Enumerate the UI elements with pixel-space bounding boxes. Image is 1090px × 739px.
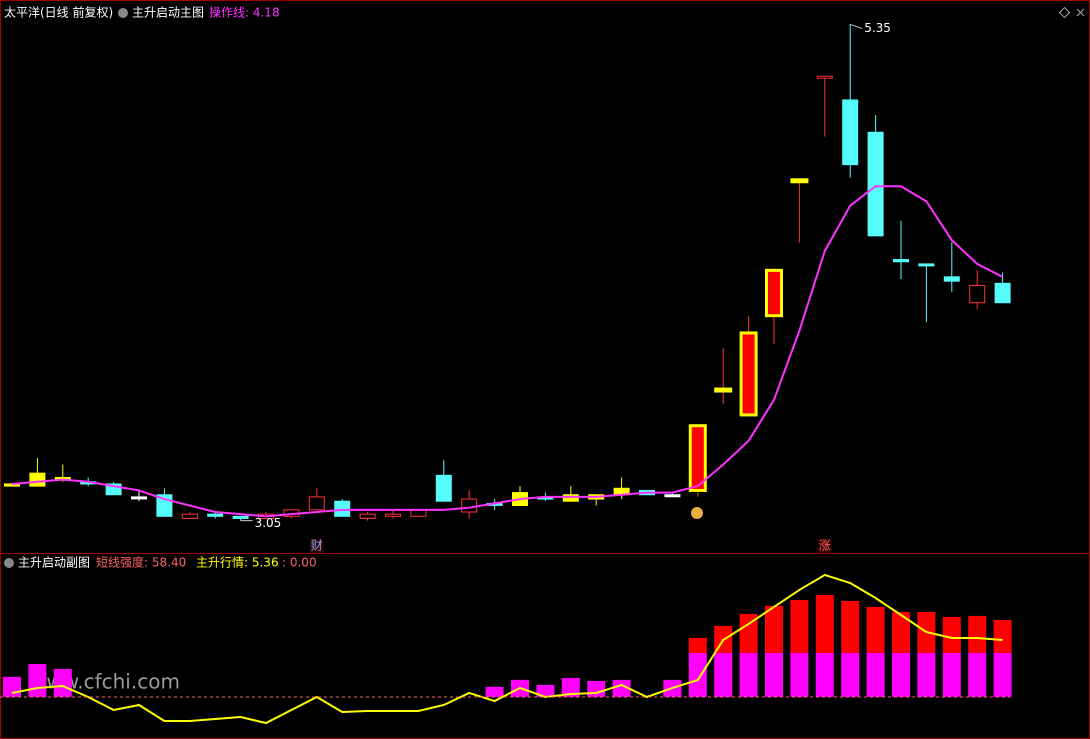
main-subtitle: 主升启动主图 [132,6,204,20]
bar [841,652,860,697]
bar-upper [739,613,758,653]
marker: 涨 [819,538,831,553]
bar-upper [892,611,910,653]
candle-body [893,259,909,263]
bar-upper [993,619,1012,653]
bar [917,652,936,697]
candle-body [714,387,733,393]
bar [536,684,555,697]
diamond-icon[interactable] [1058,6,1071,19]
bar [993,652,1012,697]
bar [892,652,910,697]
marker: 财 [311,539,323,553]
candle-body [105,483,122,496]
candle-body [385,513,401,517]
candle-body [688,424,707,492]
money-bag-icon [691,507,703,519]
bar-upper [790,599,809,653]
bar [714,652,733,697]
candle-body [181,513,198,519]
bar-upper [942,616,961,653]
sub-title: 主升启动副图 [18,556,90,570]
annotation: 3.05 [255,516,282,530]
main-title: 太平洋(日线 前复权) [4,5,113,20]
candle-body [207,513,224,517]
bar [739,652,758,697]
candle-body [994,282,1011,304]
candle-body [359,513,376,519]
bar [688,652,707,697]
candle-body [918,263,935,267]
marker-box [817,539,832,553]
legend-entry: 操作线: 4.18 [209,5,280,20]
bar-upper [815,594,834,653]
bar [53,668,72,697]
bar [28,663,47,697]
bar-upper [841,600,860,653]
candle-body [562,494,579,502]
bar [866,652,885,697]
candle-body [969,284,986,304]
candle-body [232,515,249,519]
marker-box [309,539,324,553]
bar [587,680,606,697]
bar-upper [968,615,987,653]
bar-upper [765,605,783,653]
watermark: www.cfchi.com [30,670,180,694]
close-icon[interactable] [1076,8,1085,17]
candle-body [29,472,46,487]
candle-body [334,500,351,517]
candle-body [664,494,681,498]
trend-line [11,573,1003,725]
candle-body [943,276,960,282]
candle-body [739,331,758,417]
bar [485,686,504,697]
bar-upper [866,606,885,653]
legend-entry: 短线强度: 58.40 [96,555,186,570]
candle-body [765,268,783,318]
menu-icon[interactable] [4,558,14,568]
candle-body [461,498,478,513]
bar-upper [688,637,707,653]
legend-entry: : 0.00 [282,556,317,570]
candle-body [308,496,325,511]
bar [765,652,783,697]
bar [790,652,809,697]
bar [815,652,834,697]
candle-body [131,496,147,500]
candle-body [816,75,833,79]
bar [612,679,631,697]
candle-body [842,99,859,166]
bar [3,676,21,697]
annotation-arrow [850,23,863,29]
menu-icon[interactable] [118,8,128,18]
candle-body [790,178,809,184]
annotation: 5.35 [864,21,891,35]
legend-entry: 主升行情: 5.36 [196,556,279,570]
ma-line [11,185,1004,518]
bar [561,677,580,697]
bar [942,652,961,697]
candle-body [435,474,452,502]
candle-body [867,131,884,237]
bar [968,652,987,697]
